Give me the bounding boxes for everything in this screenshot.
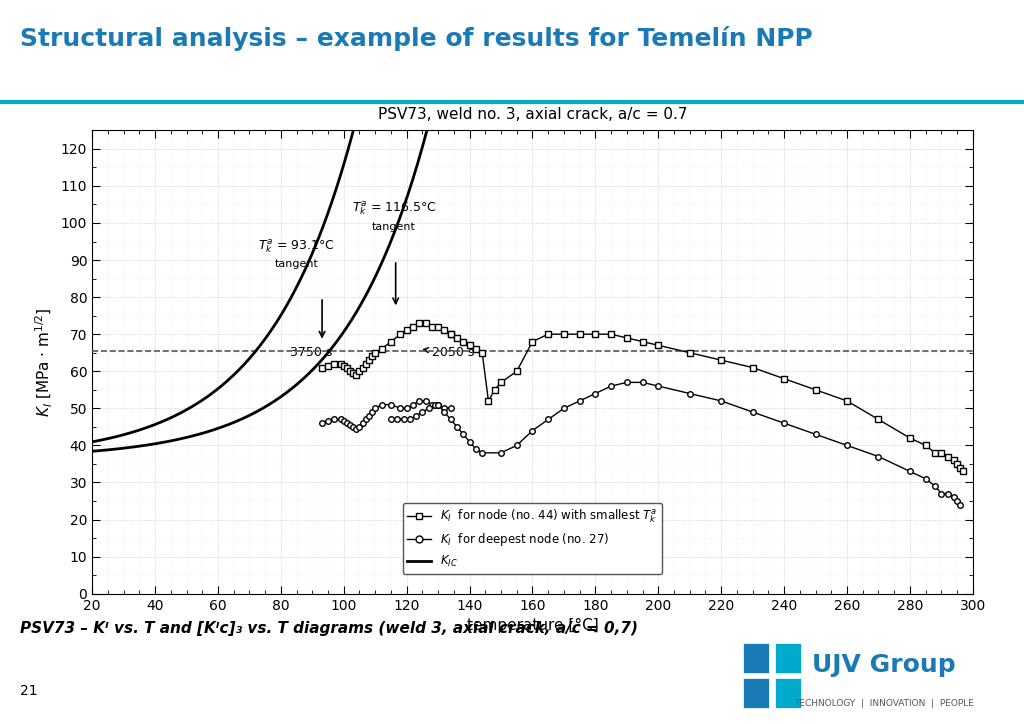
Title: PSV73, weld no. 3, axial crack, a/c = 0.7: PSV73, weld no. 3, axial crack, a/c = 0.… [378,107,687,122]
Text: 21: 21 [20,684,38,698]
Text: PSV73 – Kᴵ vs. T and [Kᴵᴄ]₃ vs. T diagrams (weld 3, axial crack, a/c = 0,7): PSV73 – Kᴵ vs. T and [Kᴵᴄ]₃ vs. T diagra… [20,621,639,636]
Text: 3750 s: 3750 s [291,347,340,366]
Bar [774,643,801,673]
Y-axis label: $K_I$ [MPa · m$^{1/2}$]: $K_I$ [MPa · m$^{1/2}$] [34,307,55,417]
Legend: $K_I$  for node (no. 44) with smallest $T_k^a$, $K_I$  for deepest node (no. 27): $K_I$ for node (no. 44) with smallest $T… [402,503,663,574]
Text: $T_k^a$ = 116.5°C: $T_k^a$ = 116.5°C [351,200,436,217]
Bar [742,678,769,708]
X-axis label: temperature [°C]: temperature [°C] [467,618,598,633]
Text: 2050 s: 2050 s [424,347,474,359]
Bar [774,678,801,708]
Bar [742,643,769,673]
Text: tangent: tangent [372,222,416,232]
Text: tangent: tangent [274,259,318,269]
Text: UJV Group: UJV Group [812,652,955,677]
Text: $T_k^a$ = 93.1°C: $T_k^a$ = 93.1°C [258,237,335,255]
Text: TECHNOLOGY  |  INNOVATION  |  PEOPLE: TECHNOLOGY | INNOVATION | PEOPLE [794,699,974,708]
Text: Structural analysis – example of results for Temelín NPP: Structural analysis – example of results… [20,26,813,51]
